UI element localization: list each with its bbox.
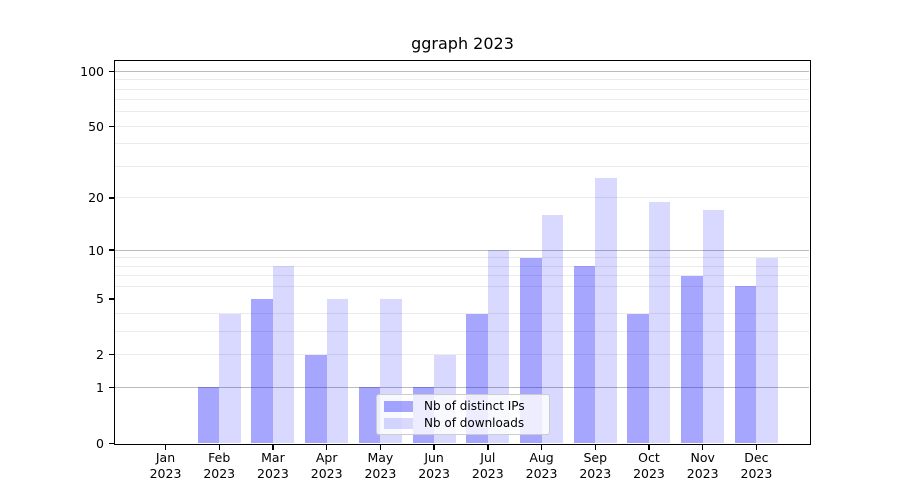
chart-title: ggraph 2023 — [411, 34, 514, 53]
bar-nb-of-distinct-ips-may — [358, 387, 381, 444]
legend-item-distinct-ips: Nb of distinct IPs — [384, 398, 541, 414]
y-tick-label-20: 20 — [88, 190, 104, 206]
gridline-major-1 — [115, 386, 809, 388]
bar-nb-of-downloads-aug — [541, 214, 564, 444]
gridline-minor-7 — [115, 275, 809, 277]
x-tick-jan — [164, 445, 167, 450]
x-tick-label-jun: Jun 2023 — [418, 450, 450, 481]
x-tick-label-may: May 2023 — [364, 450, 397, 481]
bar-nb-of-downloads-sep — [595, 177, 617, 444]
gridline-minor-40 — [115, 143, 809, 145]
bar-nb-of-downloads-apr — [326, 298, 349, 444]
legend-swatch-distinct-ips — [384, 400, 413, 412]
x-tick-label-sep: Sep 2023 — [579, 450, 612, 481]
y-tick-10 — [109, 249, 114, 251]
x-tick-label-dec: Dec 2023 — [740, 450, 773, 481]
bar-nb-of-downloads-dec — [756, 257, 778, 444]
x-tick-nov — [702, 445, 704, 450]
y-tick-5 — [109, 298, 114, 300]
x-tick-apr — [325, 445, 328, 450]
y-tick-50 — [109, 125, 114, 128]
gridline-minor-9 — [115, 257, 809, 259]
x-tick-label-jan: Jan 2023 — [149, 450, 182, 481]
y-tick-2 — [109, 354, 114, 356]
y-tick-100 — [109, 70, 114, 72]
bar-nb-of-distinct-ips-mar — [251, 298, 273, 444]
gridline-minor-50 — [115, 125, 809, 127]
gridline-minor-20 — [115, 197, 809, 199]
bar-nb-of-downloads-nov — [702, 210, 725, 444]
x-tick-label-oct: Oct 2023 — [633, 450, 665, 481]
x-tick-label-feb: Feb 2023 — [203, 450, 236, 481]
gridline-major-100 — [115, 70, 809, 72]
legend-label-distinct-ips: Nb of distinct IPs — [424, 399, 525, 413]
y-tick-label-50: 50 — [88, 118, 104, 134]
y-tick-label-0: 0 — [96, 435, 104, 451]
x-tick-mar — [272, 445, 274, 450]
gridline-minor-8 — [115, 265, 809, 267]
bar-nb-of-distinct-ips-sep — [573, 266, 596, 444]
bar-nb-of-distinct-ips-dec — [734, 286, 757, 444]
gridline-minor-90 — [115, 79, 809, 81]
gridline-minor-4 — [115, 313, 809, 315]
x-tick-jun — [433, 445, 435, 450]
x-tick-label-apr: Apr 2023 — [310, 450, 343, 481]
legend-label-downloads: Nb of downloads — [424, 416, 525, 430]
x-tick-label-nov: Nov 2023 — [686, 450, 719, 481]
gridline-minor-2 — [115, 354, 809, 356]
y-tick-label-1: 1 — [96, 379, 104, 395]
y-tick-label-100: 100 — [80, 63, 104, 79]
gridline-minor-30 — [115, 166, 809, 167]
gridline-minor-80 — [115, 88, 809, 90]
x-tick-feb — [218, 445, 220, 450]
legend: Nb of distinct IPs Nb of downloads — [376, 394, 550, 435]
x-tick-oct — [648, 445, 650, 450]
legend-swatch-downloads — [384, 417, 413, 429]
gridline-minor-6 — [115, 285, 809, 287]
gridline-major-10 — [115, 249, 809, 251]
bar-nb-of-distinct-ips-oct — [627, 313, 649, 444]
legend-item-downloads: Nb of downloads — [384, 415, 541, 431]
bar-nb-of-downloads-oct — [648, 201, 671, 444]
gridline-minor-60 — [115, 111, 809, 113]
y-tick-0 — [109, 442, 114, 444]
x-tick-label-mar: Mar 2023 — [257, 450, 289, 481]
gridline-minor-3 — [115, 331, 809, 333]
y-tick-label-10: 10 — [88, 242, 104, 258]
x-tick-label-jul: Jul 2023 — [471, 450, 504, 481]
x-tick-label-aug: Aug 2023 — [525, 450, 558, 481]
bar-nb-of-distinct-ips-feb — [197, 387, 220, 444]
x-tick-dec — [755, 445, 758, 450]
bar-nb-of-downloads-mar — [272, 266, 295, 444]
plot-frame — [114, 60, 811, 445]
bar-nb-of-downloads-feb — [219, 313, 241, 444]
gridline-minor-70 — [115, 99, 809, 101]
x-tick-may — [379, 445, 382, 450]
x-tick-jul — [487, 445, 489, 450]
x-tick-sep — [594, 445, 596, 450]
bar-nb-of-distinct-ips-apr — [305, 354, 327, 444]
y-tick-label-5: 5 — [96, 291, 104, 307]
y-tick-20 — [109, 197, 114, 199]
bar-nb-of-distinct-ips-nov — [681, 275, 703, 444]
x-tick-aug — [540, 445, 543, 450]
y-tick-label-2: 2 — [96, 347, 104, 363]
y-tick-1 — [109, 386, 114, 389]
